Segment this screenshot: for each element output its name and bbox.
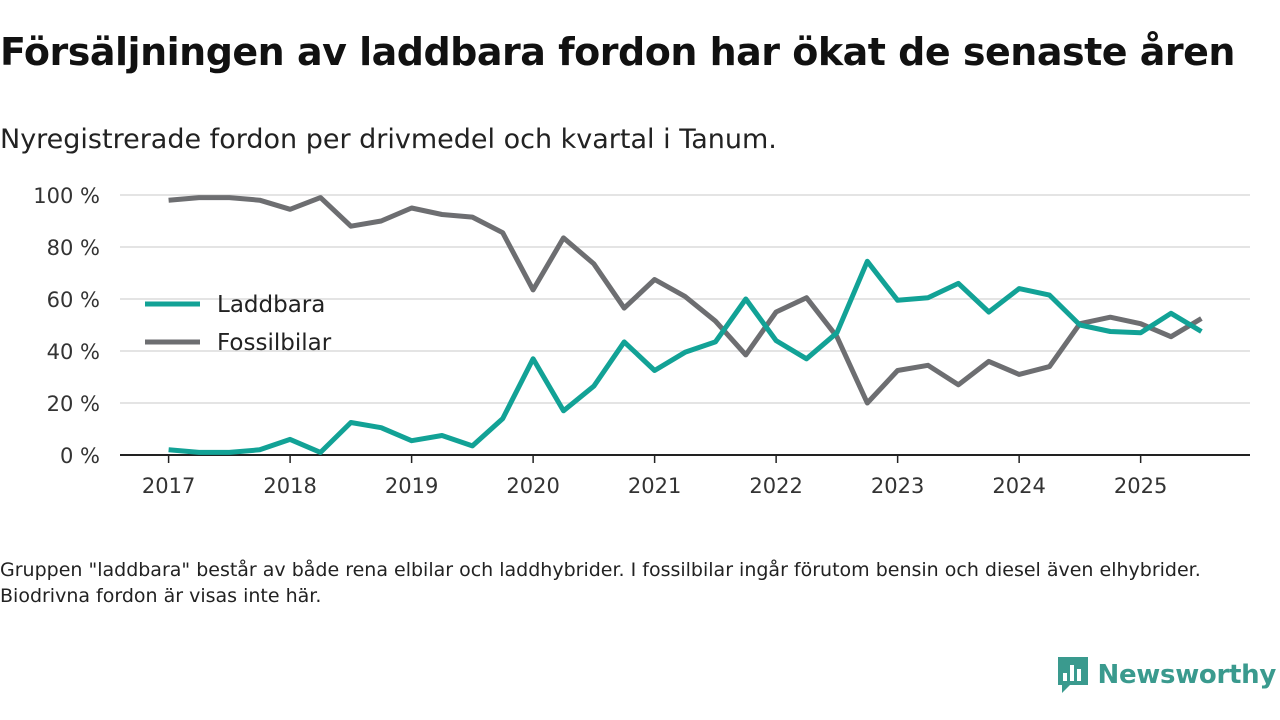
x-tick-label: 2022: [749, 474, 802, 498]
series-lines: [168, 195, 1203, 455]
x-tick-label: 2024: [992, 474, 1045, 498]
axes: 0 % 20 % 40 % 60 % 80 % 100 % 2017 2018 2019 2020…: [33, 184, 1250, 498]
x-tick-label: 2017: [142, 474, 195, 498]
x-tick-label: 2020: [506, 474, 559, 498]
y-tick-label: 100 %: [33, 184, 100, 208]
legend: Laddbara Fossilbilar: [145, 292, 332, 356]
y-tick-label: 80 %: [47, 236, 100, 260]
x-tick-label: 2025: [1114, 474, 1167, 498]
chart-subtitle: Nyregistrerade fordon per drivmedel och …: [0, 124, 777, 155]
series-line-laddbara: [168, 258, 1203, 455]
brand-logo: Newsworthy: [1056, 655, 1276, 695]
legend-label-laddbara: Laddbara: [217, 292, 325, 318]
footnote: Gruppen "laddbara" består av både rena e…: [0, 559, 1201, 607]
y-tick-label: 0 %: [60, 444, 100, 468]
y-tick-label: 40 %: [47, 340, 100, 364]
line-chart: 0 % 20 % 40 % 60 % 80 % 100 % 2017 2018 2019 2020…: [33, 184, 1250, 498]
x-tick-label: 2023: [871, 474, 924, 498]
x-tick-label: 2019: [385, 474, 438, 498]
chart-title: Försäljningen av laddbara fordon har öka…: [0, 30, 1235, 74]
series-line-fossilbilar: [168, 195, 1203, 406]
x-tick-label: 2018: [263, 474, 316, 498]
brand-name: Newsworthy: [1097, 660, 1277, 690]
legend-label-fossilbilar: Fossilbilar: [217, 330, 332, 356]
chart-speech-bubble-icon: [1057, 657, 1088, 693]
x-tick-label: 2021: [628, 474, 681, 498]
y-tick-label: 20 %: [47, 392, 100, 416]
y-tick-label: 60 %: [47, 288, 100, 312]
